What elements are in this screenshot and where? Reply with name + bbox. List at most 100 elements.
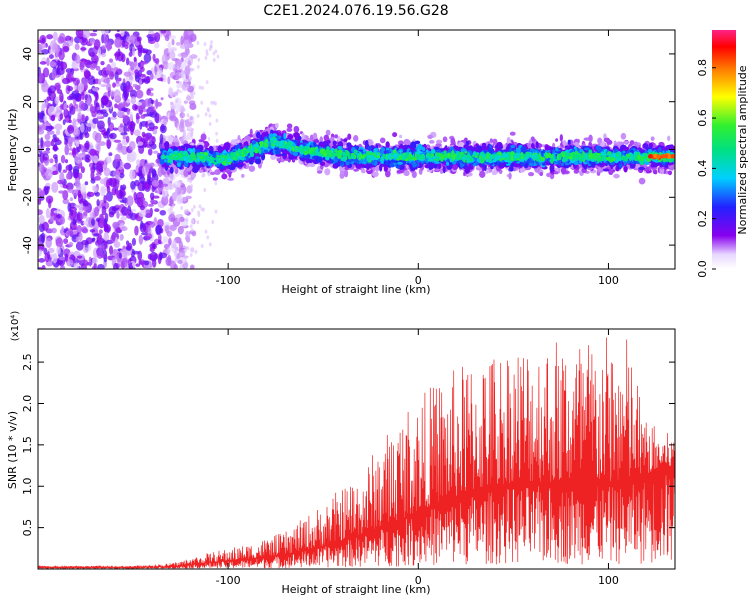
heatmap-noise-blob [82, 200, 89, 207]
heatmap-noise-blob [150, 266, 154, 269]
heatmap-signal-blob [442, 136, 448, 143]
heatmap-noise-blob [208, 47, 212, 52]
heatmap-noise-blob [127, 152, 136, 163]
heatmap-noise-blob [149, 251, 158, 262]
heatmap-signal-blob [312, 132, 318, 140]
heatmap-noise-blob [96, 160, 105, 166]
heatmap-noise-blob [77, 189, 82, 199]
heatmap-noise-blob [121, 226, 128, 232]
heatmap-noise-blob [151, 179, 160, 187]
heatmap-signal-blob [508, 172, 512, 180]
heatmap-noise-blob [148, 122, 155, 129]
heatmap-noise-blob [96, 113, 102, 118]
heatmap-noise-blob [135, 89, 144, 99]
heatmap-signal-blob [650, 136, 655, 142]
heatmap-noise-blob [153, 150, 159, 154]
heatmap-noise-blob [169, 224, 177, 231]
heatmap-noise-blob [65, 182, 74, 191]
heatmap-noise-blob [91, 218, 95, 226]
heatmap-noise-blob [98, 213, 105, 225]
heatmap-noise-blob [106, 179, 110, 189]
heatmap-noise-blob [180, 52, 187, 56]
heatmap-noise-blob [167, 247, 171, 255]
heatmap-noise-blob [162, 236, 169, 243]
heatmap-noise-blob [163, 118, 167, 126]
heatmap-noise-blob [204, 112, 208, 117]
heatmap-noise-blob [40, 189, 45, 198]
heatmap-noise-blob [80, 47, 87, 51]
heatmap-signal-blob [509, 131, 516, 136]
heatmap-noise-blob [92, 117, 99, 125]
heatmap-noise-blob [41, 221, 49, 231]
heatmap-noise-blob [147, 148, 153, 156]
heatmap-noise-blob [45, 168, 53, 180]
heatmap-noise-blob [125, 135, 130, 143]
heatmap-noise-blob [67, 228, 73, 232]
heatmap-noise-blob [175, 110, 179, 115]
heatmap-noise-blob [76, 255, 83, 259]
heatmap-noise-blob [61, 226, 65, 233]
heatmap-noise-blob [113, 262, 119, 269]
heatmap-noise-blob [123, 162, 132, 170]
heatmap-noise-blob [46, 185, 51, 190]
heatmap-noise-blob [152, 195, 160, 199]
heatmap-noise-blob [140, 50, 148, 54]
heatmap-noise-blob [201, 86, 204, 91]
heatmap-noise-blob [147, 178, 151, 184]
heatmap-noise-blob [129, 120, 136, 132]
heatmap-noise-blob [91, 87, 99, 92]
heatmap-signal-blob [286, 127, 293, 132]
heatmap-noise-blob [102, 33, 107, 44]
heatmap-noise-blob [73, 204, 80, 208]
heatmap-noise-blob [90, 103, 94, 114]
heatmap-noise-blob [46, 130, 55, 135]
heatmap-signal-blob [567, 139, 571, 145]
heatmap-noise-blob [46, 96, 52, 101]
heatmap-noise-blob [103, 231, 109, 243]
heatmap-noise-blob [130, 96, 137, 105]
heatmap-noise-blob [87, 243, 92, 252]
heatmap-noise-blob [96, 217, 100, 222]
heatmap-noise-blob [83, 247, 89, 253]
heatmap-noise-blob [214, 101, 217, 106]
heatmap-noise-blob [190, 228, 194, 233]
heatmap-signal-blob [180, 137, 184, 143]
heatmap-noise-blob [152, 243, 157, 250]
heatmap-noise-blob [122, 114, 129, 119]
heatmap-noise-blob [147, 203, 154, 207]
heatmap-noise-blob [104, 212, 109, 223]
heatmap-noise-blob [178, 240, 183, 252]
heatmap-noise-blob [179, 252, 182, 257]
heatmap-noise-blob [151, 33, 160, 37]
heatmap-noise-blob [77, 82, 85, 93]
heatmap-noise-blob [172, 91, 176, 96]
heatmap-noise-blob [43, 247, 48, 255]
heatmap-noise-blob [101, 30, 109, 35]
heatmap-signal-blob [638, 177, 646, 185]
heatmap-noise-blob [214, 49, 218, 54]
heatmap-noise-blob [56, 246, 61, 255]
heatmap-noise-blob [134, 69, 140, 75]
heatmap-noise-blob [45, 195, 54, 204]
heatmap-noise-blob [170, 178, 174, 183]
heatmap-noise-blob [50, 140, 55, 147]
heatmap-signal-blob [227, 177, 235, 181]
heatmap-noise-blob [93, 186, 98, 193]
heatmap-noise-blob [191, 95, 195, 100]
heatmap-noise-blob [113, 241, 121, 248]
heatmap-noise-blob [125, 57, 130, 66]
heatmap-signal-blob [353, 135, 359, 142]
heatmap-noise-blob [184, 65, 191, 77]
heatmap-noise-blob [53, 137, 60, 142]
heatmap-noise-blob [91, 54, 99, 64]
heatmap-noise-blob [60, 95, 64, 103]
heatmap-noise-blob [85, 123, 94, 127]
heatmap-noise-blob [97, 47, 102, 58]
heatmap-noise-blob [67, 110, 72, 120]
heatmap-noise-blob [83, 259, 89, 267]
heatmap-noise-blob [133, 56, 137, 62]
heatmap-noise-blob [125, 84, 134, 93]
heatmap-noise-blob [186, 83, 190, 88]
heatmap-noise-blob [69, 197, 74, 202]
